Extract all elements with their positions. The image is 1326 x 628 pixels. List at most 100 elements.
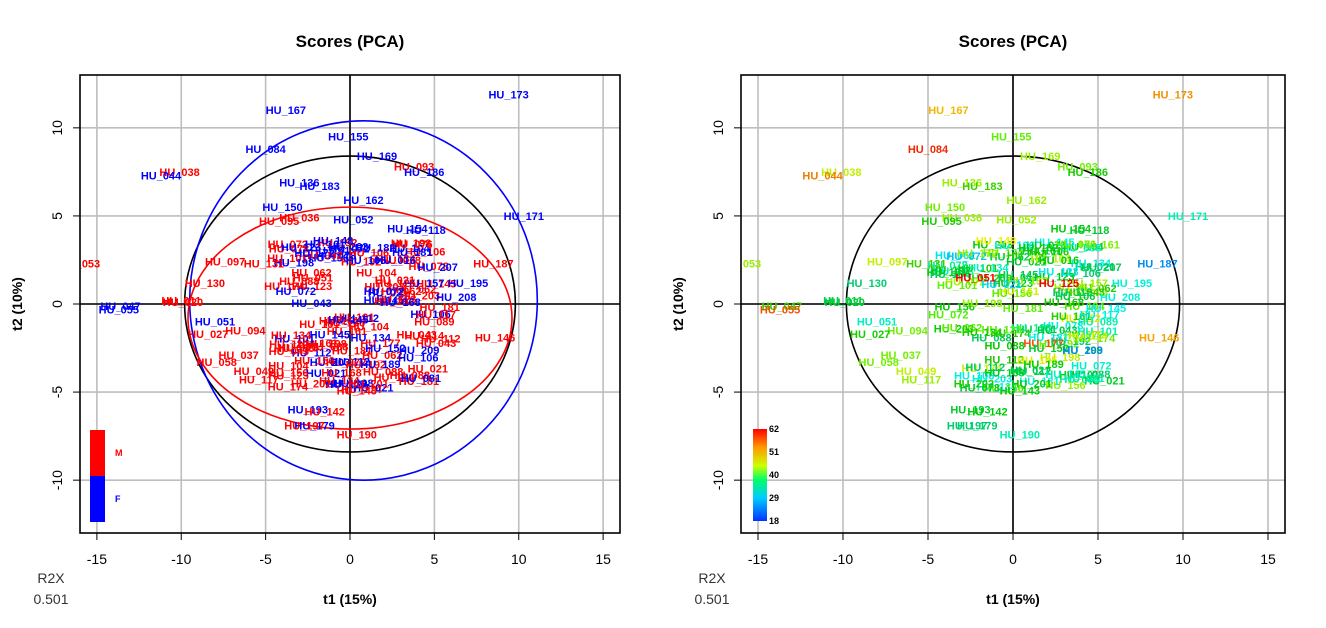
point-label: HU_156 bbox=[983, 383, 1023, 395]
point-label: HU_021 bbox=[368, 287, 408, 299]
point-label: HU_181 bbox=[1019, 376, 1059, 388]
point-label: HU_174 bbox=[264, 281, 305, 293]
r2x-label: R2X bbox=[698, 570, 726, 586]
point-label: HU_156 bbox=[325, 318, 365, 330]
point-label: HU_094 bbox=[887, 325, 928, 337]
point-label: HU_186 bbox=[404, 167, 444, 179]
point-label: HU_134 bbox=[1071, 258, 1112, 270]
point-label: HU_118 bbox=[1070, 225, 1110, 237]
point-label: HU_198 bbox=[274, 257, 314, 269]
point-label: HU_072 bbox=[946, 251, 986, 263]
point-label: HU_101 bbox=[274, 333, 314, 345]
x-tick-label: 15 bbox=[1260, 551, 1276, 567]
point-label: HU_106 bbox=[410, 309, 450, 321]
point-label: HU_088 bbox=[1059, 374, 1099, 386]
point-label: HU_207 bbox=[1081, 262, 1121, 274]
point-label: HU_161 bbox=[319, 316, 359, 328]
point-label: HU_161 bbox=[310, 246, 350, 258]
x-tick-label: -5 bbox=[259, 551, 272, 567]
point-label: HU_078 bbox=[381, 255, 421, 267]
point-label: HU_131 bbox=[244, 258, 284, 270]
point-label: HU_168 bbox=[380, 297, 420, 309]
point-label: HU_181 bbox=[332, 346, 372, 358]
point-label: HU_104 bbox=[389, 243, 430, 255]
point-label: HU_112 bbox=[1053, 287, 1093, 299]
point-label: HU_146 bbox=[1139, 332, 1179, 344]
point-label: HU_162 bbox=[343, 195, 383, 207]
point-label: HU_101 bbox=[1078, 326, 1118, 338]
point-label: HU_134 bbox=[351, 333, 392, 345]
point-label: HU_192 bbox=[346, 360, 386, 372]
point-label: HU_183 bbox=[299, 181, 339, 193]
point-label: HU_134 bbox=[977, 382, 1018, 394]
point-label: HU_183 bbox=[962, 181, 1002, 193]
point-label: HU_198 bbox=[1040, 352, 1080, 364]
dense-label-cluster: HU_106HU_021HU_062HU_072HU_088HU_101HU_1… bbox=[927, 237, 1127, 395]
point-label: HU_072 bbox=[276, 286, 316, 298]
point-label: HU_134 bbox=[271, 330, 312, 342]
point-label: HU_198 bbox=[962, 298, 1002, 310]
point-label: HU_161 bbox=[1022, 246, 1062, 258]
point-label: HU_208 bbox=[1100, 292, 1140, 304]
point-label: HU_021 bbox=[981, 279, 1021, 291]
point-label: HU_123 bbox=[292, 281, 332, 293]
point-label: HU_136 bbox=[942, 177, 982, 189]
x-tick-label: -10 bbox=[171, 551, 191, 567]
point-label: HU_181 bbox=[392, 247, 432, 259]
point-label: HU_181 bbox=[1003, 303, 1043, 315]
colorbar-label: 18 bbox=[769, 516, 779, 526]
x-tick-label: 15 bbox=[595, 551, 611, 567]
point-label: HU_101 bbox=[1059, 369, 1099, 381]
point-label: HU_011 bbox=[161, 295, 201, 307]
point-label: HU_187 bbox=[1137, 258, 1177, 270]
point-label: HU_076 bbox=[1056, 239, 1096, 251]
point-label: HU_088 bbox=[363, 367, 403, 379]
point-label: HU_038 bbox=[821, 167, 861, 179]
point-label: HU_072 bbox=[945, 277, 985, 289]
point-label: HU_011 bbox=[823, 295, 863, 307]
point-label: HU_049 bbox=[234, 366, 274, 378]
point-label: HU_181 bbox=[399, 376, 439, 388]
point-label: HU_084 bbox=[908, 144, 949, 156]
point-label: HU_192 bbox=[341, 256, 381, 268]
point-label: HU_072 bbox=[326, 357, 366, 369]
point-label: HU_088 bbox=[390, 370, 430, 382]
point-label: HU_095 bbox=[921, 216, 961, 228]
x-tick-label: 10 bbox=[511, 551, 527, 567]
point-label: HU_134 bbox=[962, 327, 1003, 339]
point-label: HU_047 bbox=[100, 301, 140, 313]
point-label: HU_088 bbox=[279, 276, 319, 288]
colorbar-gradient bbox=[753, 429, 767, 521]
point-label: HU_145 bbox=[325, 379, 365, 391]
point-label: HU_081 bbox=[1064, 373, 1104, 385]
point-label: HU_043 bbox=[1037, 325, 1077, 337]
point-label: HU_145 bbox=[1034, 237, 1074, 249]
point-label: HU_190 bbox=[337, 429, 377, 441]
chart-title: Scores (PCA) bbox=[959, 32, 1068, 51]
point-label: HU_195 bbox=[448, 278, 488, 290]
colorbar-label: 51 bbox=[769, 447, 779, 457]
point-label: HU_123 bbox=[278, 343, 318, 355]
point-label: HU_062 bbox=[396, 284, 436, 296]
point-label: HU_134 bbox=[327, 378, 368, 390]
point-label: HU_051 bbox=[293, 273, 333, 285]
point-label: HU_142 bbox=[967, 406, 1007, 418]
point-label: HU_112 bbox=[339, 313, 379, 325]
point-label: HU_037 bbox=[218, 350, 258, 362]
point-label: HU_101 bbox=[937, 280, 977, 292]
point-label: HU_152 bbox=[365, 343, 405, 355]
chart-title: Scores (PCA) bbox=[296, 32, 405, 51]
point-label: HU_193 bbox=[288, 405, 328, 417]
point-label: HU_145 bbox=[328, 315, 368, 327]
point-label: HU_021 bbox=[1010, 365, 1050, 377]
x-axis-label: t1 (15%) bbox=[323, 591, 377, 607]
point-label: HU_155 bbox=[991, 132, 1031, 144]
point-label: HU_106 bbox=[398, 352, 438, 364]
point-label: HU_193 bbox=[950, 405, 990, 417]
point-label: HU_181 bbox=[927, 267, 967, 279]
y-tick-label: 10 bbox=[710, 120, 726, 136]
point-label: HU_148 bbox=[976, 236, 1016, 248]
point-label: HU_106 bbox=[1055, 291, 1095, 303]
point-label: HU_174 bbox=[268, 382, 309, 394]
point-label: HU_156 bbox=[934, 301, 974, 313]
